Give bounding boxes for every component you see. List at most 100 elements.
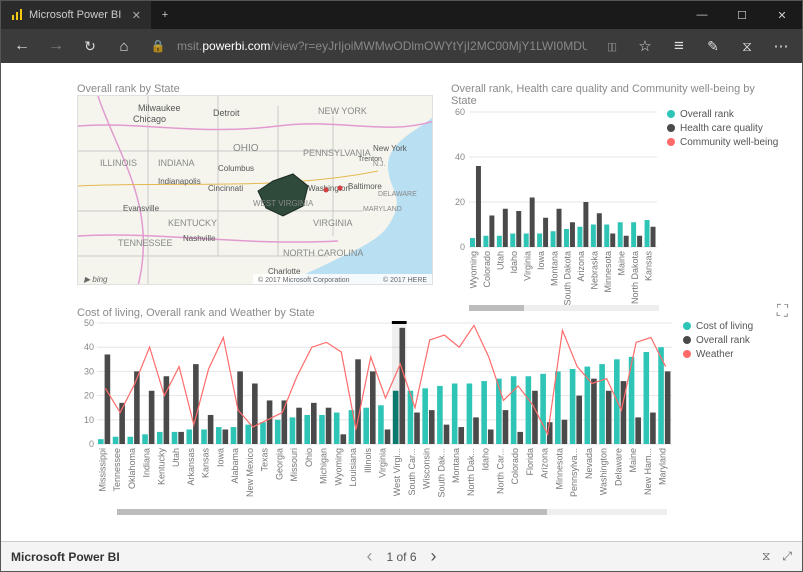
svg-text:ILLINOIS: ILLINOIS bbox=[100, 158, 137, 168]
svg-text:South Car...: South Car... bbox=[407, 448, 417, 496]
browser-tab[interactable]: Microsoft Power BI ✕ bbox=[1, 1, 151, 29]
close-button[interactable]: ✕ bbox=[762, 1, 802, 29]
svg-text:Kansas: Kansas bbox=[643, 251, 653, 282]
svg-text:OHIO: OHIO bbox=[233, 143, 259, 154]
svg-text:Indiana: Indiana bbox=[142, 448, 152, 478]
svg-text:Washington: Washington bbox=[308, 184, 350, 193]
fullscreen-icon[interactable]: ⤢ bbox=[782, 549, 792, 564]
pager-prev-button[interactable]: ‹ bbox=[366, 546, 372, 567]
report-canvas: Overall rank by State MilwaukeeChicagoDe… bbox=[1, 63, 802, 541]
window-controls: — ☐ ✕ bbox=[682, 1, 802, 29]
svg-text:Utah: Utah bbox=[496, 251, 506, 270]
svg-text:30: 30 bbox=[84, 366, 94, 376]
svg-text:Iowa: Iowa bbox=[536, 251, 546, 270]
svg-text:Virginia: Virginia bbox=[522, 251, 532, 281]
svg-text:Georgia: Georgia bbox=[274, 448, 284, 480]
notes-icon[interactable]: ✎ bbox=[698, 31, 728, 61]
nav-reload-button[interactable]: ↻ bbox=[75, 31, 105, 61]
svg-text:INDIANA: INDIANA bbox=[158, 158, 195, 168]
legend-item: Community well-being bbox=[667, 135, 778, 149]
svg-text:Baltimore: Baltimore bbox=[348, 182, 382, 191]
map-title: Overall rank by State bbox=[77, 83, 437, 95]
legend-item: Overall rank bbox=[667, 107, 778, 121]
svg-text:Ohio: Ohio bbox=[304, 448, 314, 467]
svg-text:Maine: Maine bbox=[616, 251, 626, 276]
svg-text:Kentucky: Kentucky bbox=[156, 448, 166, 486]
svg-text:MARYLAND: MARYLAND bbox=[363, 206, 402, 213]
svg-text:Pennsylva...: Pennsylva... bbox=[569, 448, 579, 497]
svg-text:Nebraska: Nebraska bbox=[590, 251, 600, 290]
legend-item: Cost of living bbox=[683, 319, 753, 333]
url-bar[interactable]: msit.powerbi.com/view?r=eyJrIjoiMWMwODlm… bbox=[177, 39, 587, 53]
legend-item: Weather bbox=[683, 347, 753, 361]
svg-text:Oklahoma: Oklahoma bbox=[127, 448, 137, 489]
svg-text:40: 40 bbox=[455, 152, 465, 162]
reading-view-icon[interactable]: ▯▯ bbox=[596, 31, 626, 61]
svg-text:WEST VIRGINIA: WEST VIRGINIA bbox=[253, 199, 314, 208]
browser-toolbar: ← → ↻ ⌂ 🔒 msit.powerbi.com/view?r=eyJrIj… bbox=[1, 29, 802, 63]
svg-text:Maine: Maine bbox=[628, 448, 638, 473]
svg-text:50: 50 bbox=[84, 319, 94, 328]
svg-text:Utah: Utah bbox=[171, 448, 181, 467]
svg-text:0: 0 bbox=[460, 242, 465, 252]
chart3-title: Cost of living, Overall rank and Weather… bbox=[77, 307, 781, 319]
svg-text:Missouri: Missouri bbox=[289, 448, 299, 482]
chatbot-icon[interactable]: ⧖ bbox=[762, 549, 770, 564]
svg-text:Columbus: Columbus bbox=[218, 164, 254, 173]
hub-icon[interactable]: ≡ bbox=[664, 31, 694, 61]
chart2-plot[interactable]: 0204060WyomingColoradoUtahIdahoVirginiaI… bbox=[451, 107, 661, 307]
chart3-legend: Cost of livingOverall rankWeather bbox=[683, 319, 753, 361]
map-visual[interactable]: Overall rank by State MilwaukeeChicagoDe… bbox=[77, 83, 437, 290]
new-tab-button[interactable]: + bbox=[151, 1, 179, 29]
svg-text:Milwaukee: Milwaukee bbox=[138, 103, 181, 113]
powerbi-icon bbox=[11, 9, 23, 21]
titlebar: Microsoft Power BI ✕ + — ☐ ✕ bbox=[1, 1, 802, 29]
svg-text:Maryland: Maryland bbox=[658, 448, 668, 485]
chart-cost-weather[interactable]: Cost of living, Overall rank and Weather… bbox=[77, 307, 781, 509]
svg-text:60: 60 bbox=[455, 107, 465, 117]
chart3-plot[interactable]: 01020304050MississippiTennesseeOklahomaI… bbox=[77, 319, 677, 509]
svg-text:Florida: Florida bbox=[525, 448, 535, 476]
svg-text:Nashville: Nashville bbox=[183, 234, 216, 243]
favorite-icon[interactable]: ☆ bbox=[630, 31, 660, 61]
svg-text:West Virgi...: West Virgi... bbox=[392, 448, 402, 496]
share-icon[interactable]: ⧖ bbox=[732, 31, 762, 61]
svg-text:Delaware: Delaware bbox=[613, 448, 623, 486]
svg-text:© 2017 HERE: © 2017 HERE bbox=[383, 276, 427, 284]
nav-back-button[interactable]: ← bbox=[7, 31, 37, 61]
svg-text:North Dak...: North Dak... bbox=[466, 448, 476, 496]
svg-text:Detroit: Detroit bbox=[213, 108, 240, 118]
svg-text:▶ bing: ▶ bing bbox=[83, 275, 108, 284]
more-icon[interactable]: ⋯ bbox=[766, 31, 796, 61]
tab-close-icon[interactable]: ✕ bbox=[132, 9, 141, 22]
svg-text:Arkansas: Arkansas bbox=[186, 448, 196, 486]
svg-text:Montana: Montana bbox=[451, 448, 461, 483]
svg-text:Virginia: Virginia bbox=[378, 448, 388, 478]
minimize-button[interactable]: — bbox=[682, 1, 722, 29]
svg-text:South Dakota: South Dakota bbox=[563, 251, 573, 306]
map-image[interactable]: MilwaukeeChicagoDetroitNEW YORKILLINOISI… bbox=[77, 95, 433, 285]
chart3-scroll-thumb[interactable] bbox=[117, 509, 547, 515]
svg-text:TENNESSEE: TENNESSEE bbox=[118, 238, 173, 248]
svg-text:Colorado: Colorado bbox=[510, 448, 520, 485]
maximize-button[interactable]: ☐ bbox=[722, 1, 762, 29]
svg-text:20: 20 bbox=[455, 197, 465, 207]
svg-text:New York: New York bbox=[373, 144, 408, 153]
legend-item: Overall rank bbox=[683, 333, 753, 347]
svg-text:Idaho: Idaho bbox=[509, 251, 519, 274]
svg-text:0: 0 bbox=[89, 439, 94, 449]
nav-home-button[interactable]: ⌂ bbox=[109, 31, 139, 61]
pager-title: Microsoft Power BI bbox=[11, 550, 120, 564]
svg-text:North Car...: North Car... bbox=[495, 448, 505, 494]
svg-text:New Mexico: New Mexico bbox=[245, 448, 255, 497]
svg-text:VIRGINIA: VIRGINIA bbox=[313, 218, 353, 228]
svg-text:Tennessee: Tennessee bbox=[112, 448, 122, 492]
svg-text:Minnesota: Minnesota bbox=[603, 251, 613, 293]
legend-item: Health care quality bbox=[667, 121, 778, 135]
svg-text:New Ham...: New Ham... bbox=[643, 448, 653, 495]
chart-rank-health[interactable]: Overall rank, Health care quality and Co… bbox=[451, 83, 781, 307]
svg-text:Mississippi: Mississippi bbox=[97, 448, 107, 492]
url-path: /view?r=eyJrIjoiMWMwODlmOWYtYjI2MC00MjY1… bbox=[270, 39, 587, 53]
svg-text:North Dakota: North Dakota bbox=[630, 251, 640, 304]
pager-next-button[interactable]: › bbox=[431, 546, 437, 567]
